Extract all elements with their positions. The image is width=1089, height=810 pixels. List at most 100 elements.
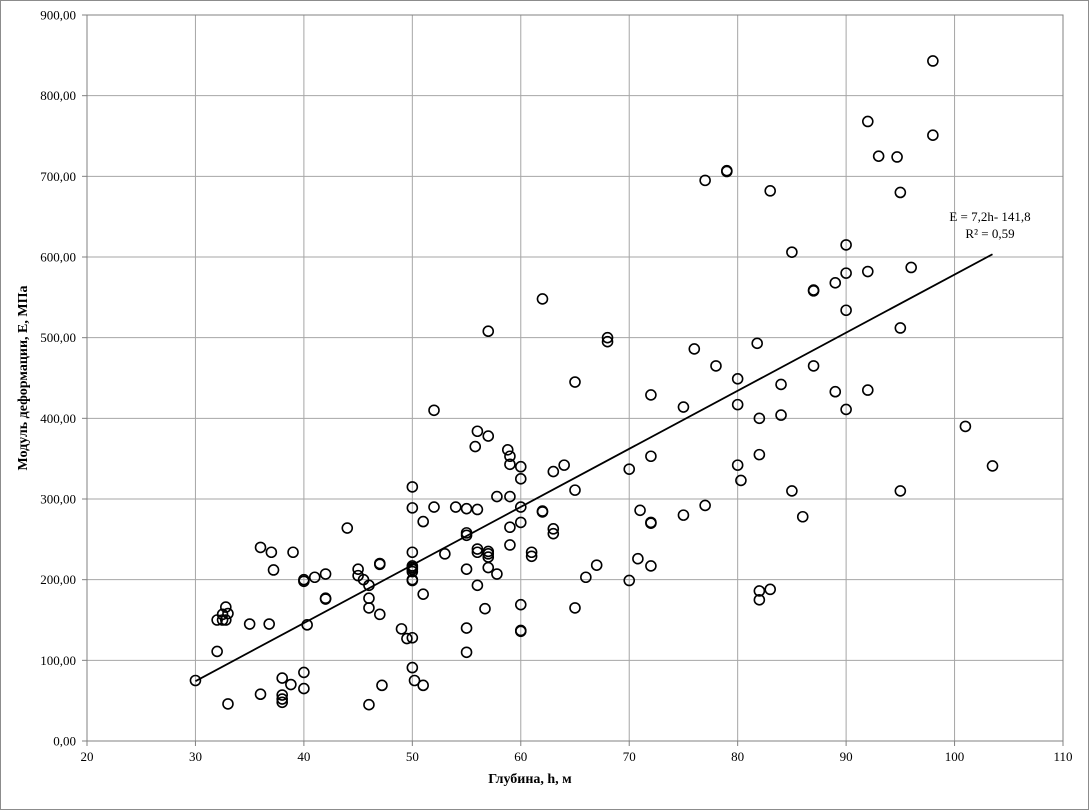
y-tick-label: 500,00 xyxy=(40,330,76,345)
data-point xyxy=(406,565,419,578)
data-point xyxy=(721,165,733,178)
data-point xyxy=(525,550,538,563)
data-point xyxy=(406,481,419,493)
tick-labels: 20 30 40 50 60 70 80 90 100 110 0,00 100,00 200,00 30… xyxy=(40,8,1072,765)
data-point xyxy=(243,618,256,630)
x-tick-label: 70 xyxy=(623,749,636,764)
data-point xyxy=(894,485,907,497)
data-point xyxy=(220,614,232,626)
data-point xyxy=(319,593,332,605)
data-point xyxy=(479,602,491,615)
data-point xyxy=(287,546,299,559)
data-point xyxy=(417,588,429,600)
data-point xyxy=(267,564,280,576)
data-point xyxy=(601,331,614,344)
trendline-r2: R² = 0,59 xyxy=(965,226,1014,241)
data-point xyxy=(547,465,560,478)
data-point xyxy=(276,693,289,705)
data-point xyxy=(308,571,321,584)
data-point xyxy=(699,174,711,187)
data-point xyxy=(504,521,516,534)
data-point xyxy=(220,601,232,613)
data-point xyxy=(406,574,419,587)
data-point xyxy=(471,579,484,592)
data-point xyxy=(469,440,482,453)
data-point xyxy=(731,373,744,385)
data-point xyxy=(222,698,234,710)
data-point xyxy=(471,503,484,516)
data-point xyxy=(514,625,527,638)
data-point xyxy=(632,552,644,565)
data-point xyxy=(547,523,560,535)
data-point xyxy=(471,546,484,559)
y-tick-label: 0,00 xyxy=(53,734,76,749)
data-point xyxy=(363,698,375,711)
data-point xyxy=(688,343,701,355)
data-point xyxy=(276,672,289,684)
trendline-equation: E = 7,2h- 141,8 xyxy=(949,209,1030,224)
data-point xyxy=(285,678,297,691)
data-point xyxy=(501,443,514,456)
data-point xyxy=(504,539,516,551)
data-point xyxy=(514,501,527,513)
data-point xyxy=(645,517,657,530)
x-tick-label: 60 xyxy=(514,749,527,764)
data-point xyxy=(677,509,690,521)
data-point xyxy=(927,129,939,141)
data-point xyxy=(406,661,419,674)
data-point xyxy=(363,592,375,605)
data-point xyxy=(373,558,386,571)
data-point xyxy=(894,322,907,334)
data-point xyxy=(265,546,278,559)
data-point xyxy=(211,645,223,658)
data-point xyxy=(735,474,747,487)
data-point xyxy=(623,574,636,587)
x-tick-label: 90 xyxy=(840,749,853,764)
x-axis-label: Глубина, h, м xyxy=(488,772,572,787)
data-point xyxy=(298,682,310,695)
data-point xyxy=(504,490,516,503)
data-point xyxy=(222,607,234,620)
data-point xyxy=(406,546,419,559)
data-point xyxy=(764,185,777,197)
data-point xyxy=(861,115,874,128)
data-point xyxy=(829,385,842,398)
data-point xyxy=(861,384,874,396)
data-point xyxy=(254,688,267,701)
y-tick-label: 700,00 xyxy=(40,169,76,184)
data-point xyxy=(276,689,289,701)
data-point xyxy=(731,459,744,471)
data-point xyxy=(439,548,451,560)
data-point xyxy=(764,583,777,596)
data-point xyxy=(840,304,852,317)
data-point xyxy=(395,623,408,635)
plot-area xyxy=(86,14,1064,742)
data-point xyxy=(753,585,766,597)
data-point xyxy=(645,560,657,572)
data-point xyxy=(504,458,516,471)
trendline xyxy=(195,253,993,682)
data-point xyxy=(460,529,473,542)
data-point xyxy=(514,598,527,611)
data-point xyxy=(417,679,429,692)
data-point xyxy=(504,450,516,463)
data-point xyxy=(775,409,787,421)
data-point xyxy=(601,335,614,348)
data-point xyxy=(525,546,538,559)
data-point xyxy=(449,501,462,513)
data-point xyxy=(959,420,972,433)
data-point xyxy=(807,360,820,372)
data-point xyxy=(298,575,310,588)
data-point xyxy=(406,502,419,514)
data-point xyxy=(298,666,310,679)
data-point xyxy=(471,425,484,438)
trendline-line xyxy=(195,253,993,682)
data-point xyxy=(263,618,275,630)
x-tick-label: 80 xyxy=(731,749,744,764)
data-point xyxy=(254,541,267,554)
data-point xyxy=(634,504,646,517)
y-tick-label: 900,00 xyxy=(40,8,76,23)
data-point xyxy=(514,473,527,485)
data-point xyxy=(986,460,999,472)
